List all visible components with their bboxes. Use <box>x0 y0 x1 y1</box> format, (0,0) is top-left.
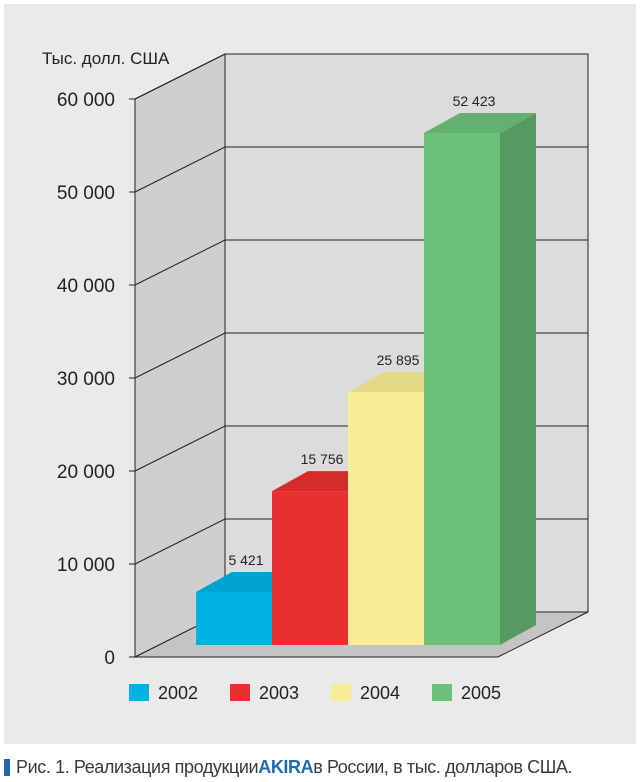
bar-2005 <box>424 133 500 645</box>
data-label-2003: 15 756 <box>301 451 344 467</box>
legend-swatch-2005 <box>432 684 452 701</box>
y-axis-label: Тыс. долл. США <box>42 49 170 68</box>
bar-2003 <box>272 491 348 645</box>
figure-caption: Рис. 1. Реализация продукции AKIRA в Рос… <box>4 757 572 778</box>
bar-top-2005 <box>424 113 536 133</box>
gridline <box>134 53 588 100</box>
legend-swatch-2003 <box>230 684 250 701</box>
data-label-2004: 25 895 <box>377 352 420 368</box>
bar-2004 <box>348 392 424 645</box>
bar-chart: 0 10 000 20 000 30 000 40 000 50 000 60 000 5 … <box>42 49 589 703</box>
y-tick-label: 20 000 <box>57 462 115 483</box>
bar-2002 <box>196 592 272 645</box>
y-tick-label: 0 <box>104 648 115 669</box>
y-tick-label: 50 000 <box>57 183 115 204</box>
legend-label-2002: 2002 <box>158 683 198 703</box>
data-label-2005: 52 423 <box>453 93 496 109</box>
legend-swatch-2002 <box>129 684 149 701</box>
legend-swatch-2004 <box>331 684 351 701</box>
caption-brand: AKIRA <box>258 757 314 777</box>
caption-prefix: Рис. 1. Реализация продукции <box>16 757 259 777</box>
caption-suffix: в России, в тыс. долларов США. <box>313 757 573 777</box>
legend-label-2004: 2004 <box>360 683 400 703</box>
legend-label-2003: 2003 <box>259 683 299 703</box>
y-tick-label: 30 000 <box>57 369 115 390</box>
y-tick-label: 40 000 <box>57 276 115 297</box>
y-tick-label: 10 000 <box>57 555 115 576</box>
bar-side-2005 <box>500 113 536 645</box>
data-label-2002: 5 421 <box>228 552 263 568</box>
legend-label-2005: 2005 <box>461 683 501 703</box>
caption-marker <box>4 759 10 776</box>
y-tick-label: 60 000 <box>57 90 115 111</box>
